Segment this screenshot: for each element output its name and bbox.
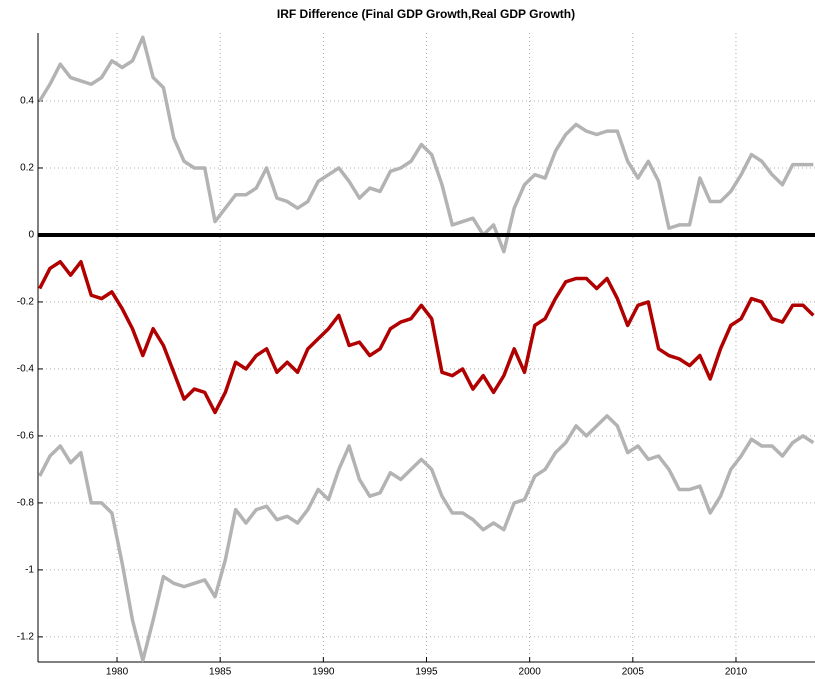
y-tick-label: 0.4 — [20, 96, 34, 107]
x-tick-label: 2000 — [519, 667, 542, 678]
y-tick-label: -0.6 — [17, 431, 35, 442]
series-line — [38, 260, 815, 415]
x-tick-label: 1980 — [106, 667, 129, 678]
x-tick-label: 1985 — [209, 667, 232, 678]
x-tick-label: 1990 — [312, 667, 335, 678]
series-line — [38, 35, 814, 254]
y-tick-label: -0.8 — [17, 498, 35, 509]
y-tick-label: -1.2 — [17, 632, 35, 643]
y-tick-label: -0.4 — [17, 364, 35, 375]
x-tick-label: 2005 — [622, 667, 645, 678]
x-tick-label: 2010 — [725, 667, 748, 678]
series-line — [38, 414, 815, 663]
y-tick-label: 0 — [28, 230, 34, 241]
y-tick-label: -1 — [25, 565, 34, 576]
y-tick-label: -0.2 — [17, 297, 35, 308]
chart-title: IRF Difference (Final GDP Growth,Real GD… — [277, 7, 575, 21]
x-tick-label: 1995 — [415, 667, 438, 678]
y-tick-label: 0.2 — [20, 163, 34, 174]
